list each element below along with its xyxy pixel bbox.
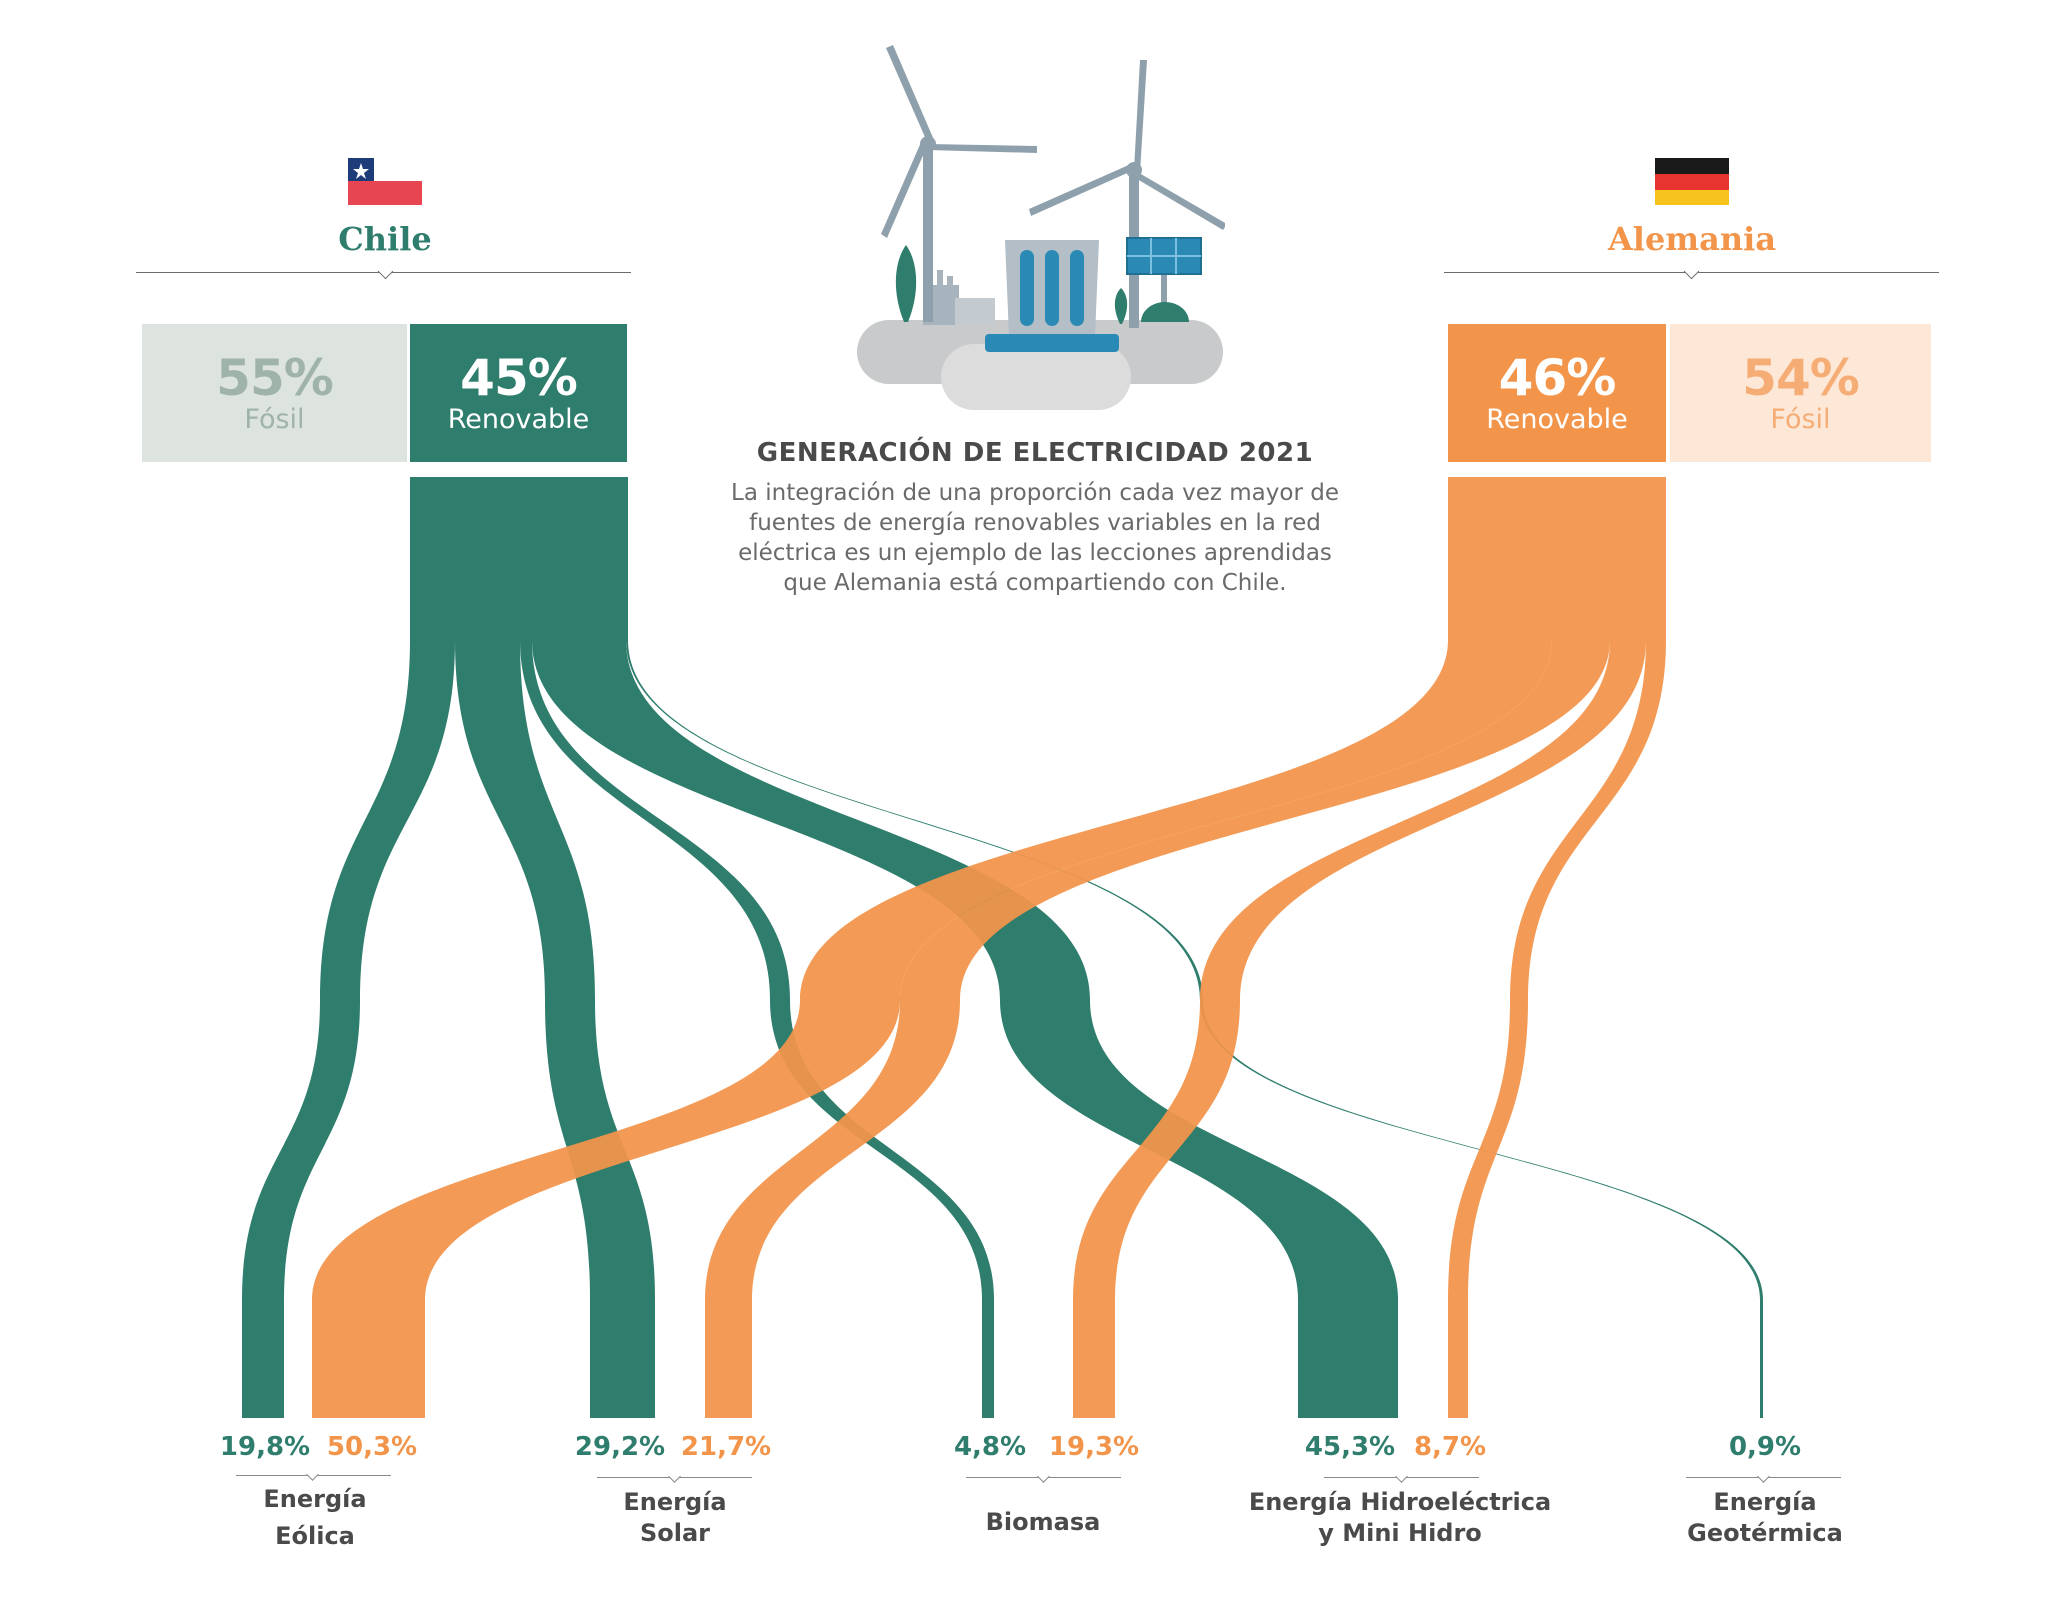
eolica-label-line: Energía: [263, 1485, 367, 1513]
alemania-renewable-box: 46% Renovable: [1448, 324, 1666, 462]
chile-renewable-trunk: [410, 477, 628, 640]
alemania-renewable-label: Renovable: [1486, 404, 1628, 435]
infographic-title: GENERACIÓN DE ELECTRICIDAD 2021: [756, 438, 1314, 468]
solar-alemania-value: 21,7%: [680, 1432, 772, 1462]
alemania-flows: [312, 477, 1666, 1418]
biomasa-chile-value: 4,8%: [953, 1432, 1027, 1462]
chile-fossil-box: 55% Fósil: [142, 324, 407, 462]
alemania-title: Alemania: [1607, 220, 1777, 258]
wind-turbines-power-plant-icon: [857, 45, 1225, 410]
chile-flows: [242, 477, 1763, 1418]
chile-fossil-value: 55%: [216, 349, 334, 407]
alemania-renewable-value: 46%: [1498, 349, 1617, 407]
hidro-alemania-value: 8,7%: [1413, 1432, 1487, 1462]
chile-flow-solar: [455, 640, 655, 1418]
solar-chile-value: 29,2%: [574, 1432, 666, 1462]
eolica-label: Energía Eólica: [200, 1484, 430, 1552]
chile-flag-icon: [348, 158, 422, 205]
alemania-flow-eolica: [312, 640, 1552, 1418]
description-line: fuentes de energía renovables variables …: [749, 510, 1321, 536]
geotermica-label: Energía Geotérmica: [1650, 1487, 1880, 1549]
alemania-fossil-value: 54%: [1742, 349, 1860, 407]
eolica-chile-value: 19,8%: [219, 1432, 311, 1462]
biomasa-label: Biomasa: [928, 1507, 1158, 1538]
description-line: eléctrica es un ejemplo de las lecciones…: [738, 540, 1332, 566]
germany-flag-icon: [1655, 158, 1729, 205]
hidro-chile-value: 45,3%: [1304, 1432, 1396, 1462]
description-line: La integración de una proporción cada ve…: [731, 480, 1339, 506]
geotermica-chile-value: 0,9%: [1728, 1432, 1802, 1462]
eolica-alemania-value: 50,3%: [326, 1432, 418, 1462]
alemania-flow-solar: [705, 640, 1610, 1418]
chile-renewable-box: 45% Renovable: [410, 324, 627, 462]
chile-fossil-label: Fósil: [244, 404, 305, 435]
chile-renewable-label: Renovable: [447, 404, 590, 435]
hidro-label-line: Energía Hidroeléctrica: [1248, 1488, 1552, 1516]
biomasa-alemania-value: 19,3%: [1048, 1432, 1140, 1462]
alemania-renewable-trunk: [1448, 477, 1666, 640]
geotermica-label-line: Geotérmica: [1687, 1519, 1843, 1547]
hidro-label: Energía Hidroeléctrica y Mini Hidro: [1240, 1487, 1560, 1549]
hidro-label-line: y Mini Hidro: [1318, 1519, 1482, 1547]
alemania-flow-biomasa: [1073, 640, 1646, 1418]
chile-title: Chile: [338, 220, 432, 258]
chile-flow-hidro: [532, 640, 1398, 1418]
description-line: que Alemania está compartiendo con Chile…: [783, 570, 1287, 596]
alemania-fossil-label: Fósil: [1770, 404, 1831, 435]
geotermica-label-line: Energía: [1713, 1488, 1817, 1516]
solar-label-line: Energía: [623, 1488, 727, 1516]
eolica-label-line: Eólica: [275, 1522, 355, 1550]
alemania-fossil-box: 54% Fósil: [1670, 324, 1931, 462]
alemania-flow-hidro: [1448, 640, 1666, 1418]
chile-renewable-value: 45%: [460, 349, 578, 407]
biomasa-label-line: Biomasa: [985, 1508, 1101, 1536]
solar-label: Energía Solar: [560, 1487, 790, 1549]
chile-flow-eolica: [242, 640, 455, 1418]
solar-label-line: Solar: [639, 1519, 711, 1547]
infographic-description: La integración de una proporción cada ve…: [700, 478, 1370, 598]
